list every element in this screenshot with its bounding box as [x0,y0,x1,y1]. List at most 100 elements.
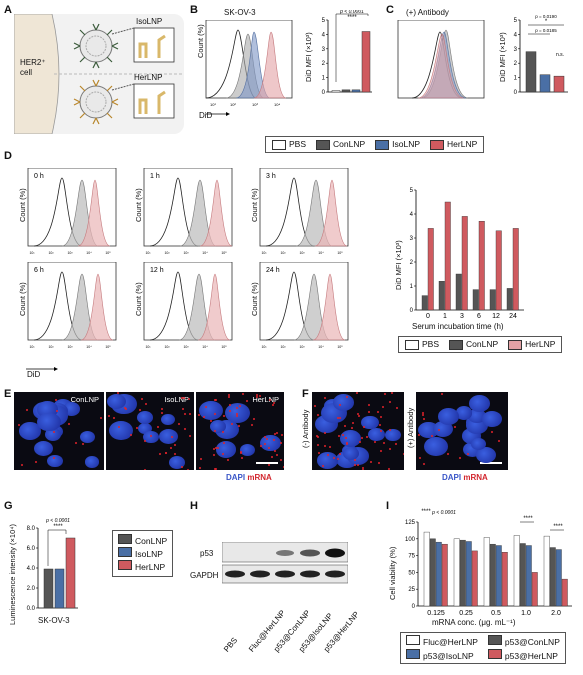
legend-item-pbs: PBS [272,139,306,150]
nucleus [468,408,486,423]
mrna-signal [377,411,380,414]
mrna-signal [382,442,385,445]
mrna-signal [161,411,164,414]
nucleus [475,447,496,464]
histogram-tick-label: 10² [48,251,54,255]
panel-d-chart-xlabel: Serum incubation time (h) [412,322,504,331]
bar-conlnp [43,568,54,609]
x-tick-label: 0.125 [427,610,445,616]
mrna-signal [317,414,319,417]
mrna-signal [53,457,56,460]
histogram-tick-label: 10⁵ [105,251,111,255]
histogram-tick-label: 10³ [299,251,305,255]
bar-p53-herlnp-1.0 [531,572,538,607]
mrna-signal [271,403,274,406]
histogram-tick-label: 10³ [67,251,73,255]
x-tick-label: 6 [477,313,481,320]
mrna-signal [198,466,201,469]
svg-text:10¹: 10¹ [210,102,216,107]
x-tick-label: 0.25 [459,610,473,616]
mrna-signal [329,445,332,448]
panel-i-xlabel: mRNA conc. (μg. mL⁻¹) [432,618,516,627]
mrna-signal [403,452,404,455]
nucleus [44,427,62,441]
bar-p53-herlnp-0.5 [501,552,508,607]
mrna-signal [213,429,216,432]
significance-stars: **** [553,524,563,530]
histogram-count-label: Count (%) [18,282,27,316]
mrna-signal [268,399,271,402]
mrna-signal [321,465,324,468]
p-value-label: p < 0.0001 [431,510,456,516]
x-tick-label: 1 [443,313,447,320]
mrna-signal [346,442,349,445]
mrna-signal [336,417,339,420]
panel-d-tick-label: 3 [410,236,414,242]
did-axis-arrow [26,367,58,371]
mrna-signal [467,453,470,456]
mrna-signal [215,446,218,449]
mrna-signal [177,422,180,425]
panel-b-bar-chart: 0 1 2 3 4 5 p < 0.0001**** [322,10,372,96]
bar-conlnp-24 [506,288,513,311]
her2-cell-label: HER2⁺ cell [20,58,46,77]
legend-g: ConLNP IsoLNP HerLNP [112,530,174,577]
nucleus [158,429,178,445]
mrna-signal [236,407,239,410]
mrna-signal [143,469,146,470]
histogram-tick-label: 10³ [299,345,305,349]
histogram-tick-label: 10² [164,345,170,349]
arrow-head [54,367,58,371]
panel-d-tick-label: 4 [410,212,414,218]
histogram-svg: 10¹ 10² 10³ 10⁴ 10⁵ 1 h [143,167,233,255]
panel-label-e: E [4,388,12,400]
nucleus [215,441,237,458]
mrna-signal [221,452,224,455]
bar-herlnp [553,75,565,93]
herlnp-curve [80,273,114,341]
mrna-signal [214,398,217,401]
mrna-signal [204,406,207,409]
panel-c-title: (+) Antibody [406,8,449,17]
not-significant-label: n.s. [556,52,564,58]
legend-item-conlnp: ConLNP [118,534,167,547]
bar-herlnp-12 [495,230,502,311]
mrna-signal [255,395,258,398]
bar-pbs [331,90,341,93]
micrograph-no-antibody [312,392,404,470]
panel-d-tick-label: 5 [410,188,414,194]
mrna-signal [251,423,254,426]
bar-fluc-herlnp-0.5 [483,537,490,607]
panel-label-d: D [4,150,12,162]
bar-conlnp-12 [489,289,496,311]
mrna-signal [367,411,370,414]
nucleus [343,446,360,460]
bar-p53-isolnp-0.5 [495,545,502,607]
histogram-tick-label: 10¹ [261,345,267,349]
nucleus [108,420,133,440]
mrna-signal [222,430,225,433]
significance-stars: **** [53,524,63,530]
mrna-signal [332,457,335,460]
histogram-time-label: 24 h [266,267,280,274]
histogram-tick-label: 10⁴ [318,251,324,255]
nucleus [259,434,281,452]
pbs-curve [149,271,199,341]
mrna-signal [338,453,341,455]
histogram-tick-label: 10⁵ [105,345,111,349]
mrna-signal [136,427,139,430]
significance-star: * [545,19,548,25]
nucleus [19,422,42,440]
mrna-signal [123,407,126,410]
histogram-12h: 10¹ 10² 10³ 10⁴ 10⁵ 12 h Count (%) [134,261,236,357]
mrna-signal [182,397,185,400]
nucleus [168,455,185,469]
mrna-signal [187,397,190,400]
nucleus [455,406,473,420]
mrna-signal [68,423,71,426]
mrna-signal [274,450,277,453]
legend-item-isolnp: IsoLNP [375,139,420,150]
histogram-tick-label: 10¹ [29,251,35,255]
mrna-signal [422,418,425,421]
mrna-signal [379,449,382,452]
